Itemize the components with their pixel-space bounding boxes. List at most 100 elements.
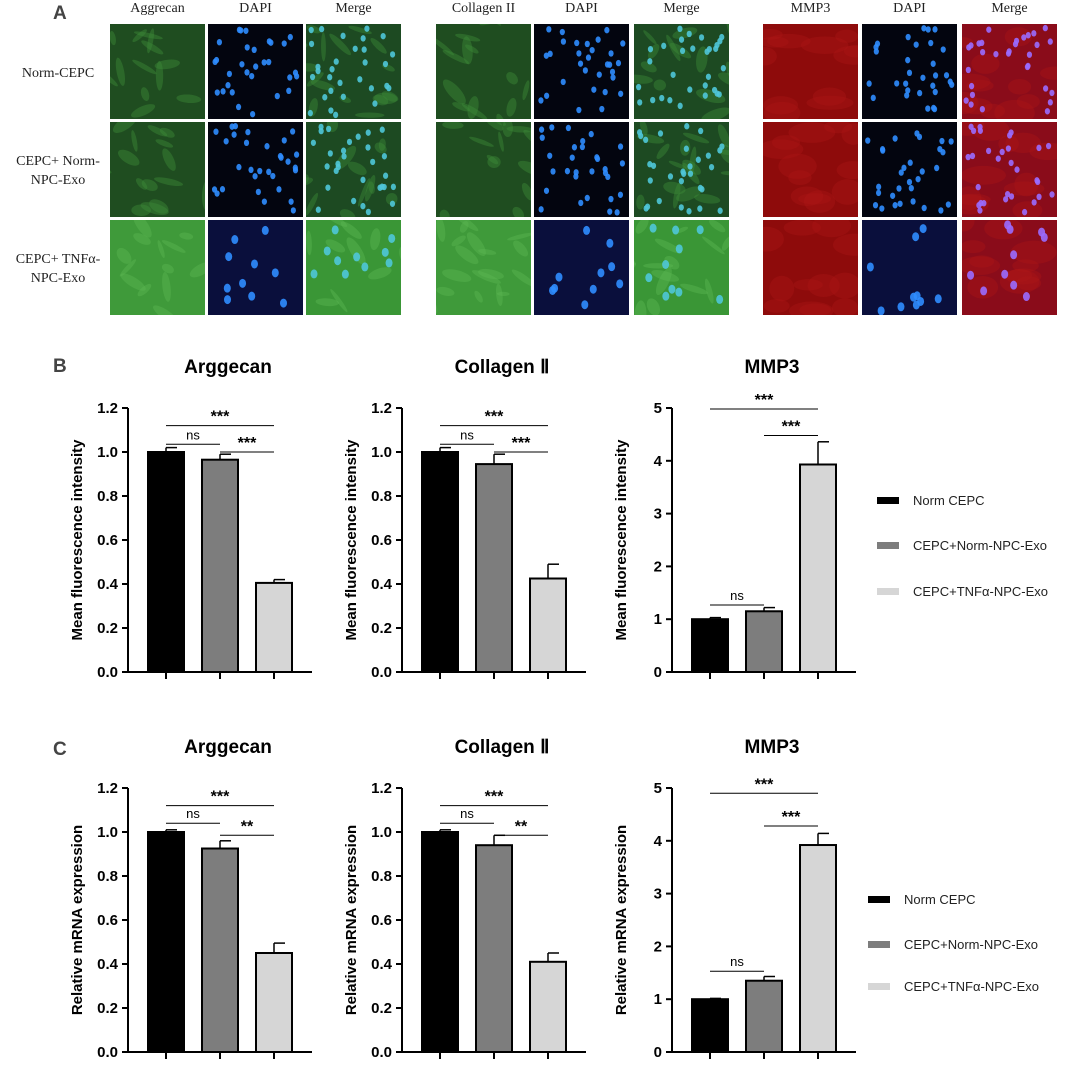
significance-label: ***: [755, 392, 774, 409]
micrograph-merge: [306, 24, 401, 119]
micrograph-mmp3: [763, 220, 858, 315]
legend-swatch: [877, 588, 899, 595]
y-tick-label: 2: [654, 558, 662, 575]
legend-item: Norm CEPC: [868, 892, 976, 907]
y-tick-label: 0.2: [371, 1000, 392, 1017]
micrograph-merge: [306, 220, 401, 315]
chart-title: MMP3: [745, 737, 800, 758]
significance-label: ***: [485, 409, 504, 426]
legend-item: Norm CEPC: [877, 493, 985, 508]
micrograph-collagen-ii: [436, 24, 531, 119]
micrograph-merge: [962, 220, 1057, 315]
legend-label: CEPC+Norm-NPC-Exo: [913, 538, 1047, 553]
y-tick-label: 1.2: [371, 400, 392, 417]
significance-label: ns: [730, 954, 744, 969]
chart-title: MMP3: [745, 357, 800, 378]
column-header: Merge: [306, 1, 401, 17]
significance-label: ***: [211, 789, 230, 806]
y-tick-label: 0.0: [97, 1044, 118, 1061]
bar: [746, 981, 782, 1052]
column-header: Merge: [962, 1, 1057, 17]
column-header: DAPI: [862, 1, 957, 17]
y-tick-label: 0: [654, 1044, 662, 1061]
y-tick-label: 1.2: [97, 400, 118, 417]
significance-label: **: [515, 818, 528, 835]
micrograph-merge: [634, 24, 729, 119]
legend-label: Norm CEPC: [913, 493, 985, 508]
y-axis-label: Relative mRNA expression: [343, 825, 360, 1015]
chart-title: Collagen Ⅱ: [455, 737, 550, 758]
legend-label: CEPC+TNFα-NPC-Exo: [904, 979, 1039, 994]
y-tick-label: 0.8: [371, 868, 392, 885]
column-header: Merge: [634, 1, 729, 17]
legend-swatch: [877, 497, 899, 504]
y-tick-label: 0.0: [97, 664, 118, 681]
row-label: CEPC+ TNFα-NPC-Exo: [2, 250, 114, 288]
legend-label: CEPC+Norm-NPC-Exo: [904, 937, 1038, 952]
bar: [148, 452, 184, 672]
legend-label: Norm CEPC: [904, 892, 976, 907]
bar: [476, 845, 512, 1052]
bar: [256, 953, 292, 1052]
y-tick-label: 1.2: [371, 780, 392, 797]
significance-label: ***: [485, 789, 504, 806]
bar: [202, 460, 238, 672]
legend-swatch: [868, 941, 890, 948]
micrograph-merge: [634, 220, 729, 315]
chart-title: Collagen Ⅱ: [455, 357, 550, 378]
micrograph-collagen-ii: [436, 122, 531, 217]
panel-label-a: A: [53, 3, 67, 25]
y-tick-label: 0.0: [371, 1044, 392, 1061]
micrograph-dapi: [862, 24, 957, 119]
column-header: MMP3: [763, 1, 858, 17]
micrograph-dapi: [534, 220, 629, 315]
bar: [530, 579, 566, 673]
bar: [148, 832, 184, 1052]
y-axis-label: Mean fluorescence intensity: [69, 439, 86, 641]
y-tick-label: 1: [654, 991, 662, 1008]
bar-chart-b-1: Collagen Ⅱ Mean fluorescence intensity 0.0…: [334, 346, 584, 696]
micrograph-dapi: [534, 122, 629, 217]
y-tick-label: 0.6: [97, 532, 118, 549]
bar: [422, 832, 458, 1052]
micrograph-collagen-ii: [436, 220, 531, 315]
micrograph-dapi: [534, 24, 629, 119]
micrograph-dapi: [208, 122, 303, 217]
y-tick-label: 0.6: [371, 532, 392, 549]
significance-label: ***: [238, 435, 257, 452]
bar: [800, 845, 836, 1052]
legend-swatch: [868, 896, 890, 903]
y-tick-label: 0.2: [371, 620, 392, 637]
bar: [746, 611, 782, 672]
column-header: Aggrecan: [110, 1, 205, 17]
significance-label: ***: [782, 418, 801, 435]
legend-item: CEPC+TNFα-NPC-Exo: [877, 584, 1048, 599]
chart-title: Arggecan: [184, 737, 272, 758]
legend-swatch: [868, 983, 890, 990]
y-tick-label: 1.0: [97, 444, 118, 461]
y-tick-label: 0.0: [371, 664, 392, 681]
bar-chart-c-1: Collagen Ⅱ Relative mRNA expression 0.0 0.2…: [334, 726, 584, 1076]
bar: [202, 849, 238, 1053]
significance-label: ***: [782, 809, 801, 826]
y-tick-label: 4: [654, 453, 663, 470]
y-axis-label: Mean fluorescence intensity: [343, 439, 360, 641]
micrograph-aggrecan: [110, 220, 205, 315]
micrograph-merge: [306, 122, 401, 217]
micrograph-aggrecan: [110, 24, 205, 119]
y-tick-label: 0.2: [97, 1000, 118, 1017]
legend-item: CEPC+TNFα-NPC-Exo: [868, 979, 1039, 994]
micrograph-dapi: [862, 220, 957, 315]
y-tick-label: 0.8: [97, 488, 118, 505]
y-tick-label: 1.0: [371, 444, 392, 461]
y-tick-label: 0.2: [97, 620, 118, 637]
y-tick-label: 1.2: [97, 780, 118, 797]
y-axis-label: Relative mRNA expression: [69, 825, 86, 1015]
y-tick-label: 3: [654, 506, 662, 523]
y-tick-label: 0.8: [371, 488, 392, 505]
micrograph-merge: [962, 122, 1057, 217]
significance-label: ns: [186, 806, 200, 821]
row-label: Norm-CEPC: [2, 64, 114, 83]
